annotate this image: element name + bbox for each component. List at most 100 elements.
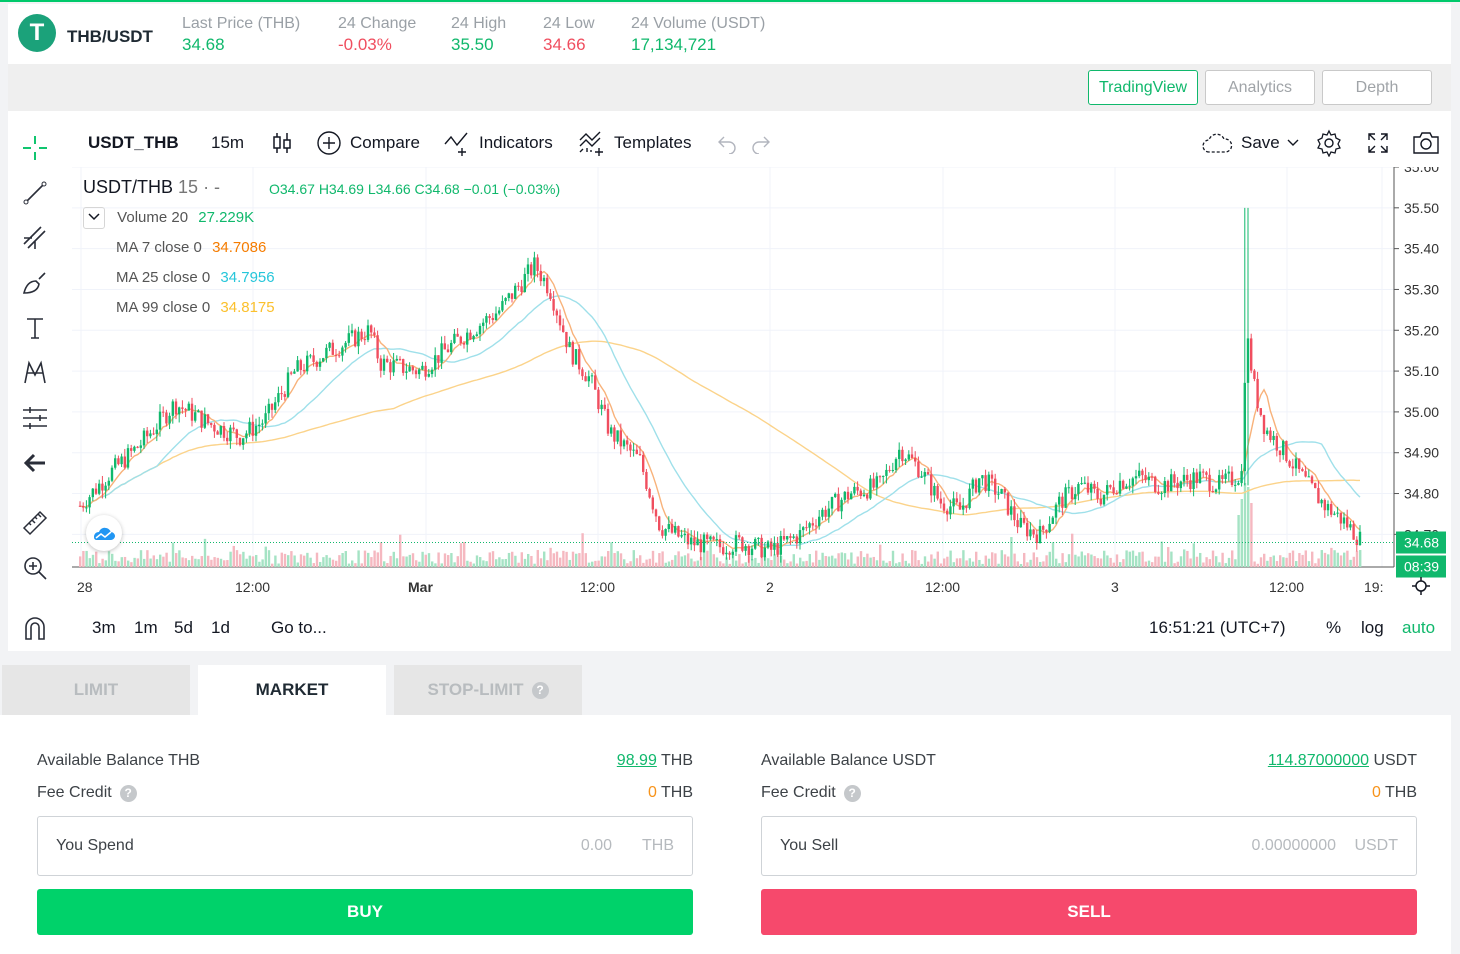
- candle-body: [843, 491, 846, 500]
- fib-tools-icon[interactable]: [18, 221, 52, 255]
- tab-stop-limit[interactable]: STOP-LIMIT?: [394, 665, 582, 715]
- candle-body: [1048, 523, 1051, 532]
- you-spend-field: You Spend THB: [37, 816, 693, 876]
- compare-label: Compare: [350, 133, 420, 152]
- volume-bar: [165, 552, 168, 567]
- candle-body: [1122, 480, 1125, 489]
- screenshot-camera-icon[interactable]: [1411, 125, 1441, 161]
- axis-settings-gear-icon[interactable]: [1412, 577, 1430, 595]
- symbol-search[interactable]: USDT_THB: [88, 133, 179, 152]
- candle-body: [309, 355, 312, 357]
- candle-body: [597, 389, 600, 410]
- go-to-date-button[interactable]: Go to...: [271, 618, 327, 637]
- volume-bar: [370, 557, 373, 567]
- save-dropdown-chevron-icon[interactable]: [1286, 125, 1300, 161]
- chart-view-tabs: TradingView Analytics Depth: [8, 64, 1451, 111]
- templates-button[interactable]: Templates: [578, 125, 691, 161]
- buy-balance-row: Available Balance THB 98.99 THB: [37, 752, 693, 774]
- buy-balance-value-group: 98.99 THB: [617, 752, 693, 770]
- crosshair-icon[interactable]: [18, 131, 52, 165]
- trend-line-icon[interactable]: [18, 176, 52, 210]
- save-button[interactable]: Save: [1201, 125, 1280, 161]
- candle-body: [242, 438, 245, 445]
- tab-market-label: MARKET: [255, 680, 329, 699]
- chart-top-toolbar: USDT_THB 15m Compare Indicators Template…: [68, 125, 1448, 161]
- buy-balance-value-link[interactable]: 98.99: [616, 752, 657, 769]
- range-5d[interactable]: 5d: [174, 618, 193, 637]
- redo-icon[interactable]: [750, 125, 772, 161]
- sell-balance-value-link[interactable]: 114.87000000: [1267, 752, 1369, 769]
- brush-icon[interactable]: [18, 266, 52, 300]
- you-spend-input[interactable]: [312, 831, 612, 861]
- percent-scale-toggle[interactable]: %: [1326, 618, 1342, 637]
- legend-collapse-chevron-icon[interactable]: [83, 207, 105, 229]
- tab-depth[interactable]: Depth: [1322, 70, 1432, 105]
- tab-market[interactable]: MARKET: [198, 665, 386, 715]
- indicators-button[interactable]: Indicators: [443, 125, 553, 161]
- buy-button[interactable]: BUY: [37, 889, 693, 935]
- sell-button[interactable]: SELL: [761, 889, 1417, 935]
- tab-analytics[interactable]: Analytics: [1205, 70, 1315, 105]
- range-1d[interactable]: 1d: [211, 618, 230, 637]
- volume-bar: [927, 561, 930, 567]
- fee-help-icon[interactable]: ?: [119, 784, 137, 802]
- candle-body: [891, 469, 894, 471]
- candle-body: [936, 485, 939, 499]
- candle-body: [1109, 485, 1112, 488]
- candle-body: [168, 415, 171, 424]
- candle-body: [712, 536, 715, 540]
- prediction-icon[interactable]: [18, 401, 52, 435]
- tab-stop-limit-label: STOP-LIMIT: [427, 680, 524, 699]
- price-chart[interactable]: 35.60 35.50 35.40 35.30 35.20 35.10 35.00 34.90…: [72, 167, 1447, 607]
- volume-bar: [111, 553, 114, 567]
- volume-bar: [1218, 562, 1221, 567]
- volume-bar: [530, 555, 533, 567]
- help-icon[interactable]: ?: [531, 681, 549, 699]
- volume-bar: [607, 551, 610, 567]
- pattern-icon[interactable]: [18, 356, 52, 390]
- tab-tradingview[interactable]: TradingView: [1088, 70, 1198, 105]
- fee-help-icon[interactable]: ?: [843, 784, 861, 802]
- candle-style-icon[interactable]: [272, 125, 292, 161]
- you-sell-input[interactable]: [1036, 831, 1336, 861]
- volume-bar: [933, 558, 936, 567]
- log-scale-toggle[interactable]: log: [1361, 618, 1384, 637]
- range-1m[interactable]: 1m: [134, 618, 158, 637]
- candle-body: [645, 471, 648, 489]
- fullscreen-icon[interactable]: [1366, 125, 1390, 161]
- candle-body: [1106, 485, 1109, 495]
- candle-body: [798, 530, 802, 544]
- volume-bar: [1093, 556, 1096, 567]
- candle-body: [1266, 430, 1269, 434]
- candle-body: [1016, 520, 1019, 528]
- interval-selector[interactable]: 15m: [211, 133, 245, 152]
- candle-body: [270, 403, 274, 410]
- tradingview-logo-icon[interactable]: [86, 515, 122, 551]
- compare-button[interactable]: Compare: [316, 125, 420, 161]
- settings-gear-icon[interactable]: [1315, 125, 1343, 161]
- candle-body: [1349, 524, 1352, 528]
- sell-fee-unit: THB: [1385, 784, 1417, 801]
- candle-body: [904, 459, 907, 462]
- candle-body: [354, 330, 357, 347]
- auto-scale-toggle[interactable]: auto: [1402, 618, 1436, 637]
- zoom-in-icon[interactable]: [18, 551, 52, 585]
- x-axis-label: 28: [77, 579, 93, 595]
- undo-icon[interactable]: [716, 125, 738, 161]
- buy-balance-unit: THB: [661, 752, 693, 769]
- volume-bar: [258, 561, 261, 567]
- volume-bar: [453, 562, 456, 567]
- range-3m[interactable]: 3m: [92, 618, 116, 637]
- ruler-icon[interactable]: [18, 506, 52, 540]
- tab-limit[interactable]: LIMIT: [2, 665, 190, 715]
- text-icon[interactable]: [18, 311, 52, 345]
- stat-label: 24 Low: [543, 15, 595, 32]
- volume-bar: [776, 550, 779, 567]
- magnet-icon[interactable]: [18, 611, 52, 645]
- arrow-left-icon[interactable]: [18, 446, 52, 480]
- volume-bar: [834, 558, 837, 567]
- candle-body: [1317, 488, 1320, 504]
- sell-fee-value: 0: [1371, 784, 1381, 801]
- volume-bar: [299, 554, 303, 567]
- candle-body: [1294, 458, 1298, 469]
